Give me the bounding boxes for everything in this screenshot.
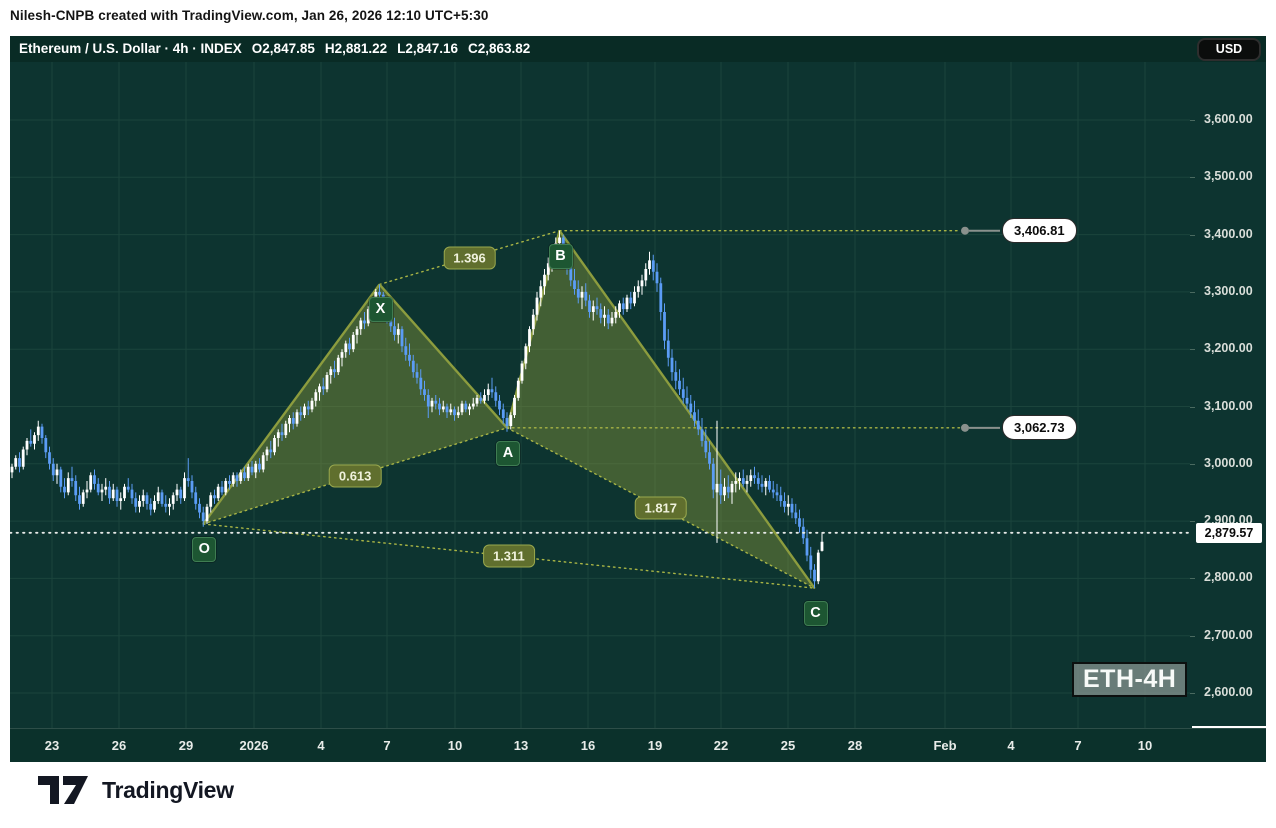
symbol-name: Ethereum / U.S. Dollar · 4h · INDEX — [19, 41, 242, 56]
chart-header: Ethereum / U.S. Dollar · 4h · INDEX O2,84… — [10, 36, 1266, 62]
x-axis-label: 23 — [44, 738, 60, 753]
symbol-title: Ethereum / U.S. Dollar · 4h · INDEX O2,84… — [19, 36, 530, 62]
plot-area[interactable]: O X A B C 0.613 1.396 1.817 1.311 3,406.81 3,062.7… — [10, 36, 1190, 728]
ohlc-low: L2,847.16 — [397, 41, 458, 56]
y-axis-tick — [1190, 349, 1195, 351]
x-axis-label: 19 — [647, 738, 663, 753]
x-axis-label: 13 — [513, 738, 529, 753]
y-axis-label: 3,400.00 — [1204, 226, 1253, 241]
x-axis-label: 2026 — [239, 738, 269, 753]
x-axis-label: 26 — [111, 738, 127, 753]
candlestick-chart[interactable] — [10, 36, 1190, 728]
tradingview-logo-text: TradingView — [102, 776, 234, 803]
tradingview-logo-icon — [38, 776, 88, 804]
x-axis-label: 22 — [713, 738, 729, 753]
y-axis-tick — [1190, 406, 1195, 408]
y-axis-tick — [1190, 463, 1195, 465]
y-axis-label: 3,500.00 — [1204, 169, 1253, 184]
x-axis-label: 7 — [383, 738, 391, 753]
x-axis-label: 4 — [1007, 738, 1015, 753]
y-axis-label: 2,700.00 — [1204, 627, 1253, 642]
y-axis-tick — [1190, 693, 1195, 694]
currency-button[interactable]: USD — [1197, 38, 1261, 61]
y-axis-tick — [1190, 120, 1195, 121]
current-price-tag: 2,879.57 — [1196, 522, 1262, 543]
y-axis-label: 3,200.00 — [1204, 341, 1253, 356]
y-axis-tick — [1190, 291, 1195, 293]
y-axis-label: 2,800.00 — [1204, 570, 1253, 585]
ohlc-close: C2,863.82 — [467, 41, 531, 56]
x-axis-label: 29 — [178, 738, 194, 753]
x-axis-label: Feb — [933, 738, 957, 753]
ohlc-high: H2,881.22 — [324, 41, 388, 56]
time-axis[interactable]: 23 26 29 2026 4 7 10 13 16 19 22 25 28 Feb 4 7 10 — [10, 728, 1266, 762]
ohlc-open: O2,847.85 — [251, 41, 315, 56]
watermark-label: ETH-4H — [1072, 662, 1188, 697]
x-axis-label: 4 — [317, 738, 325, 753]
tradingview-logo[interactable]: TradingView — [38, 776, 234, 804]
x-axis-label: 16 — [580, 738, 596, 753]
y-axis-tick — [1190, 521, 1195, 523]
y-axis-tick — [1190, 578, 1195, 580]
y-axis-label: 2,600.00 — [1204, 685, 1253, 699]
chart-panel: O X A B C 0.613 1.396 1.817 1.311 3,406.81 3,062.7… — [10, 36, 1266, 762]
y-axis-tick — [1190, 234, 1195, 236]
x-axis-label: 10 — [1137, 738, 1153, 753]
y-axis-label: 3,000.00 — [1204, 455, 1253, 470]
axis-separator-line — [1192, 726, 1266, 728]
x-axis-label: 25 — [780, 738, 796, 753]
y-axis-label: 3,300.00 — [1204, 283, 1253, 298]
y-axis-tick — [1190, 635, 1195, 637]
attribution-text: Nilesh-CNPB created with TradingView.com… — [10, 8, 489, 23]
x-axis-label: 28 — [847, 738, 863, 753]
price-axis[interactable]: 3,600.00 3,500.00 3,400.00 3,300.00 3,200.00… — [1190, 36, 1266, 728]
y-axis-label: 3,100.00 — [1204, 398, 1253, 413]
y-axis-label: 3,600.00 — [1204, 112, 1253, 126]
x-axis-label: 7 — [1074, 738, 1082, 753]
y-axis-tick — [1190, 177, 1195, 179]
x-axis-label: 10 — [447, 738, 463, 753]
